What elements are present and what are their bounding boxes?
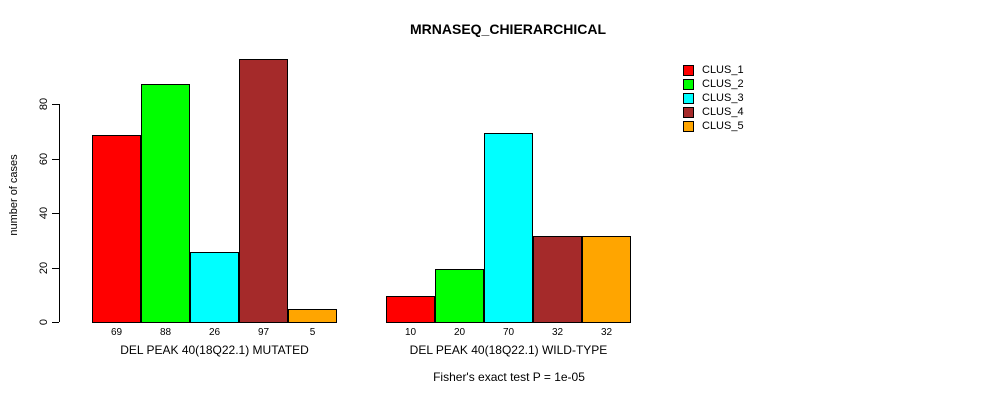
legend-swatch — [683, 120, 694, 132]
chart-title: MRNASEQ_CHIERARCHICAL — [409, 21, 607, 37]
bar-value-label: 10 — [404, 327, 417, 338]
y-axis-tick-label: 40 — [38, 206, 50, 220]
legend-swatch — [683, 106, 694, 118]
bar-value-label: 70 — [502, 327, 515, 338]
bar-value-label: 20 — [453, 327, 466, 338]
bar-clus_3-group1 — [190, 252, 239, 323]
legend-label: CLUS_5 — [702, 120, 744, 132]
y-axis-tick — [52, 104, 59, 105]
bar-clus_2-group2 — [435, 269, 484, 323]
legend-item: CLUS_3 — [683, 91, 744, 105]
y-axis-tick — [52, 159, 59, 160]
y-axis-tick-label: 60 — [38, 152, 50, 166]
x-axis-group-label: DEL PEAK 40(18Q22.1) WILD-TYPE — [409, 343, 608, 357]
legend-label: CLUS_2 — [702, 78, 744, 90]
legend-item: CLUS_2 — [683, 77, 744, 91]
legend-swatch — [683, 92, 694, 104]
x-axis-group-label: DEL PEAK 40(18Q22.1) MUTATED — [120, 343, 309, 357]
bar-clus_1-group2 — [386, 296, 435, 323]
y-axis-label: number of cases — [8, 154, 20, 236]
bar-value-label: 32 — [551, 327, 564, 338]
annotation-fisher-test: Fisher's exact test P = 1e-05 — [433, 370, 585, 384]
legend-item: CLUS_5 — [683, 119, 744, 133]
y-axis-tick — [52, 268, 59, 269]
bar-value-label: 88 — [159, 327, 172, 338]
bar-clus_4-group2 — [533, 236, 582, 323]
bar-clus_1-group1 — [92, 135, 141, 323]
y-axis-tick-label: 20 — [38, 261, 50, 275]
y-axis-tick — [52, 213, 59, 214]
bar-clus_5-group1 — [288, 309, 337, 323]
legend-swatch — [683, 64, 694, 76]
bar-clus_3-group2 — [484, 133, 533, 323]
y-axis-tick-label: 0 — [38, 318, 50, 326]
bar-value-label: 69 — [110, 327, 123, 338]
bar-value-label: 26 — [208, 327, 221, 338]
y-axis-tick-label: 80 — [38, 97, 50, 111]
y-axis-line — [59, 104, 60, 322]
legend: CLUS_1 CLUS_2 CLUS_3 CLUS_4 CLUS_5 — [683, 63, 744, 133]
y-axis-tick — [52, 322, 59, 323]
bar-clus_4-group1 — [239, 59, 288, 323]
legend-label: CLUS_4 — [702, 106, 744, 118]
legend-item: CLUS_4 — [683, 105, 744, 119]
legend-item: CLUS_1 — [683, 63, 744, 77]
bar-value-label: 32 — [600, 327, 613, 338]
bar-value-label: 5 — [309, 327, 316, 338]
bar-clus_2-group1 — [141, 84, 190, 323]
bar-clus_5-group2 — [582, 236, 631, 323]
legend-swatch — [683, 78, 694, 90]
legend-label: CLUS_1 — [702, 64, 744, 76]
legend-label: CLUS_3 — [702, 92, 744, 104]
bar-value-label: 97 — [257, 327, 270, 338]
